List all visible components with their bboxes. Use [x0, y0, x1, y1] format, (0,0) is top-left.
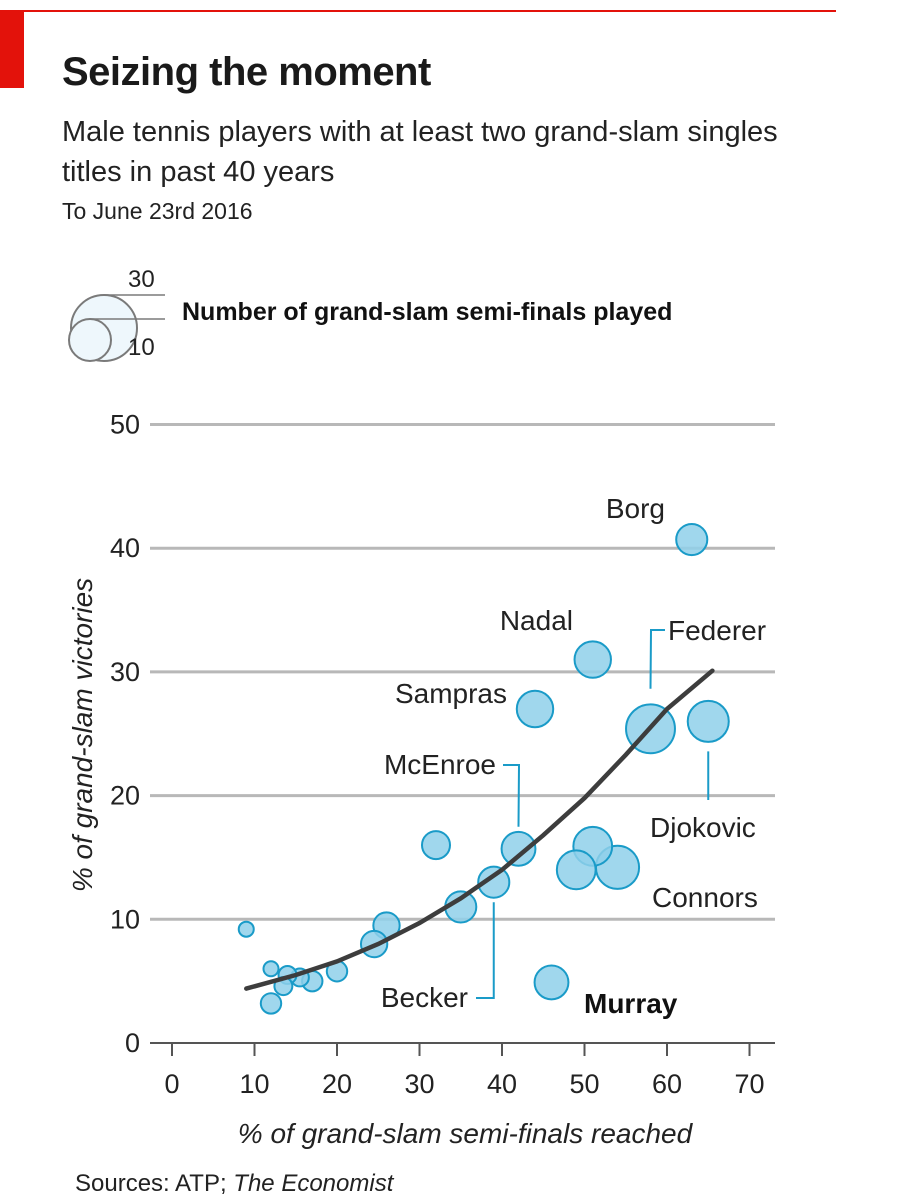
x-tick-label: 50 [569, 1069, 599, 1099]
bubble [420, 830, 452, 861]
source-note: Sources: ATP; The Economist [75, 1170, 393, 1198]
bubble [259, 992, 283, 1015]
brand-tag [0, 12, 24, 88]
y-tick-label: 10 [110, 904, 140, 934]
source-prefix: Sources: ATP; [75, 1170, 234, 1197]
y-tick-label: 40 [110, 533, 140, 563]
bubble-borg [675, 522, 709, 557]
bubble-murray [533, 964, 570, 1001]
leader-mcenroe [503, 764, 521, 827]
legend-label: Number of grand-slam semi-finals played [182, 298, 673, 326]
label-borg: Borg [606, 493, 665, 524]
label-federer: Federer [668, 615, 766, 646]
y-tick-label: 0 [125, 1028, 140, 1058]
legend-small-value: 10 [128, 334, 155, 361]
y-tick-label: 20 [110, 781, 140, 811]
x-tick-label: 30 [404, 1069, 434, 1099]
label-becker: Becker [381, 982, 468, 1013]
bubble-becker [477, 865, 511, 899]
chart-title: Seizing the moment [62, 50, 431, 94]
legend-large-value: 30 [128, 266, 155, 293]
bubble-sampras [515, 689, 555, 729]
source-publication: The Economist [233, 1170, 394, 1197]
x-tick-label: 40 [487, 1069, 517, 1099]
bubble-nadal [573, 640, 612, 679]
bubble-mcenroe [500, 830, 537, 867]
y-tick-label: 50 [110, 410, 140, 440]
chart-subtitle: Male tennis players with at least two gr… [62, 116, 778, 188]
bubble [555, 849, 597, 891]
label-murray: Murray [584, 988, 678, 1019]
leader-becker [476, 902, 495, 999]
label-mcenroe: McEnroe [384, 749, 496, 780]
date-note: To June 23rd 2016 [62, 198, 253, 224]
label-sampras: Sampras [395, 678, 507, 709]
x-tick-label: 70 [734, 1069, 764, 1099]
top-rule [0, 10, 836, 12]
x-tick-label: 20 [322, 1069, 352, 1099]
x-tick-label: 0 [164, 1069, 179, 1099]
bubble [237, 920, 255, 938]
y-axis-title: % of grand-slam victories [67, 578, 98, 892]
x-tick-label: 60 [652, 1069, 682, 1099]
bubble-djokovic [686, 699, 730, 743]
label-nadal: Nadal [500, 605, 573, 636]
bubble [262, 960, 280, 978]
size-legend [68, 294, 165, 362]
trend-line [244, 668, 715, 991]
label-connors: Connors [652, 882, 758, 913]
x-tick-label: 10 [239, 1069, 269, 1099]
scatter-chart: 0 10 20 30 40 50 0 10 20 30 40 50 60 70 % of grand-sla… [67, 410, 775, 1149]
leader-federer [649, 629, 665, 689]
x-axis-title: % of grand-slam semi-finals reached [238, 1118, 694, 1149]
label-djokovic: Djokovic [650, 812, 756, 843]
y-tick-label: 30 [110, 657, 140, 687]
